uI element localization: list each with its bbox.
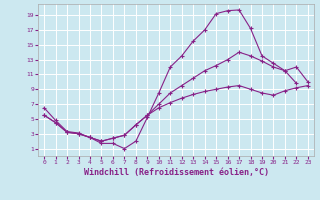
X-axis label: Windchill (Refroidissement éolien,°C): Windchill (Refroidissement éolien,°C)	[84, 168, 268, 177]
